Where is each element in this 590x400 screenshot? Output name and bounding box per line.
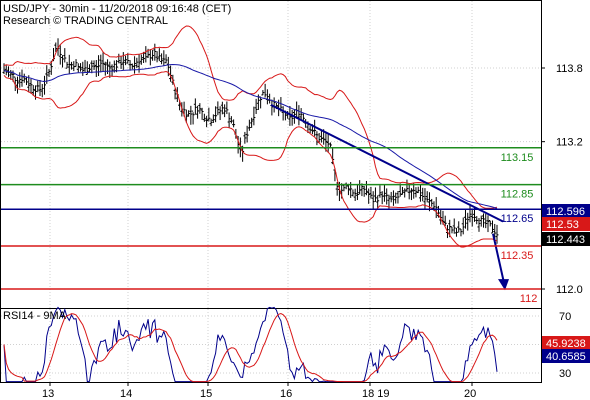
rsi-badge-label: 40.6585: [546, 351, 586, 363]
downtrend-line: [270, 103, 504, 223]
support-resistance-levels: 113.15 112.85 112.65 112.35 112: [1, 147, 541, 305]
chart-header-line1: USD/JPY - 30min - 11/20/2018 09:16:48 (C…: [3, 3, 231, 15]
price-y-tick-label: 112.0: [556, 284, 583, 296]
forecast-arrow-shaft: [492, 233, 505, 284]
rsi-panel-frame: [0, 308, 542, 383]
price-badge-label: 112.596: [546, 206, 585, 218]
price-y-tick-label: 113.8: [556, 63, 583, 75]
level-label: 112.85: [501, 189, 534, 201]
price-badge-bg: [542, 217, 590, 231]
price-series-layer: [2, 25, 509, 291]
level-label: 113.15: [501, 152, 534, 164]
price-badge-bg: [542, 204, 590, 218]
price-badge-bg: [542, 232, 590, 246]
rsi14-line: [3, 306, 498, 383]
rsi-badge-bg: [542, 336, 590, 350]
rsi-badge-label: 45.9238: [546, 338, 586, 350]
rsi-series-layer: [3, 306, 498, 383]
level-label: 112.35: [501, 250, 534, 262]
x-tick-label: 20: [464, 388, 476, 400]
x-tick-label: 14: [120, 388, 132, 400]
price-badge-label: 112.443: [546, 234, 585, 246]
chart-header-line2: Research © TRADING CENTRAL: [3, 15, 168, 27]
price-badge-label: 112.53: [546, 219, 579, 231]
rsi-badge-bg: [542, 349, 590, 363]
rsi-9ma-line: [3, 312, 498, 383]
bollinger-lower-band: [3, 70, 498, 248]
forecast-arrow-head: [498, 279, 509, 291]
x-tick-label: 15: [200, 388, 212, 400]
level-label: 112: [520, 293, 538, 305]
price-y-tick-label: 113.2: [556, 137, 583, 149]
x-tick-label: 16: [280, 388, 292, 400]
price-panel-frame: [0, 0, 542, 309]
rsi-panel-title: RSI14 - 9MA: [3, 310, 67, 322]
level-label: 112.65: [501, 213, 534, 225]
moving-average-line: [3, 63, 498, 209]
rsi-y-tick-label: 70: [559, 311, 571, 323]
x-tick-label: 18 19: [362, 388, 390, 400]
rsi-y-tick-label: 30: [559, 368, 571, 380]
grid-layer: [1, 1, 541, 382]
x-tick-label: 13: [42, 388, 54, 400]
